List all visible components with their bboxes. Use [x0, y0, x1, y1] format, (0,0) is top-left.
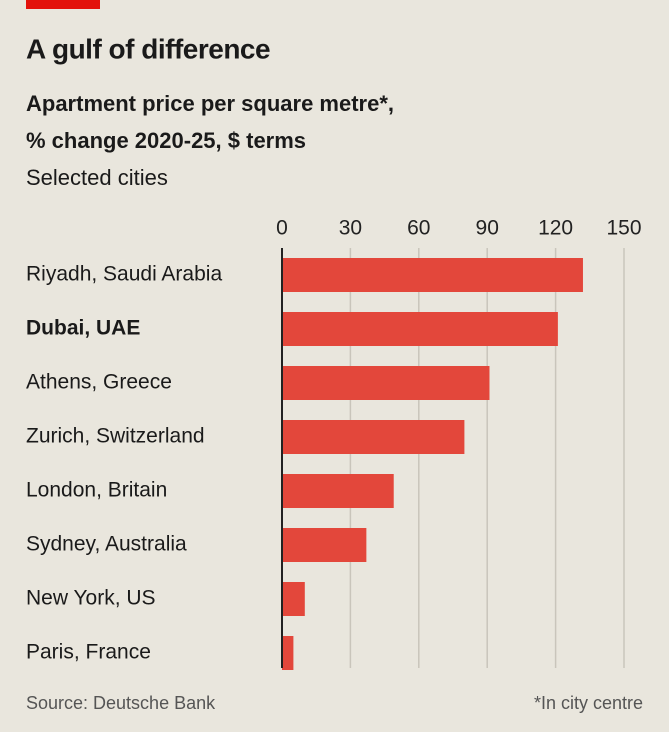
bar	[282, 474, 394, 508]
category-label: Sydney, Australia	[26, 533, 187, 556]
bar	[282, 636, 294, 670]
x-tick-label: 90	[476, 217, 499, 240]
bar	[282, 312, 558, 346]
category-label: Athens, Greece	[26, 371, 172, 394]
category-label: New York, US	[26, 587, 156, 610]
source: Source: Deutsche Bank	[26, 693, 216, 713]
x-tick-label: 60	[407, 217, 430, 240]
category-label: Paris, France	[26, 641, 151, 664]
note: *In city centre	[534, 693, 643, 713]
x-tick-label: 0	[276, 217, 288, 240]
bar	[282, 258, 583, 292]
chart-subtitle: Apartment price per square metre*,	[26, 91, 394, 116]
x-tick-label: 30	[339, 217, 362, 240]
brand-tag	[26, 0, 100, 9]
bar	[282, 366, 490, 400]
category-label: Riyadh, Saudi Arabia	[26, 263, 222, 286]
bar	[282, 420, 465, 454]
bar	[282, 582, 305, 616]
bar	[282, 528, 367, 562]
x-tick-label: 150	[606, 217, 641, 240]
chart-title: A gulf of difference	[26, 33, 270, 64]
chart-subtitle: % change 2020-25, $ terms	[26, 128, 306, 153]
category-label: Zurich, Switzerland	[26, 425, 205, 448]
x-tick-label: 120	[538, 217, 573, 240]
category-label: Dubai, UAE	[26, 317, 140, 340]
chart-description: Selected cities	[26, 165, 168, 190]
category-label: London, Britain	[26, 479, 167, 502]
